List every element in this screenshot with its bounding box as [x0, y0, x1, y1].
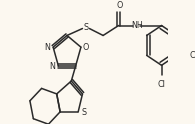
Text: S: S — [83, 23, 89, 32]
Text: Cl: Cl — [190, 51, 195, 60]
Text: O: O — [83, 43, 89, 52]
Text: O: O — [116, 1, 123, 10]
Text: S: S — [82, 108, 87, 117]
Text: N: N — [50, 62, 55, 71]
Text: N: N — [44, 43, 50, 52]
Text: NH: NH — [132, 21, 143, 30]
Text: Cl: Cl — [158, 80, 166, 89]
